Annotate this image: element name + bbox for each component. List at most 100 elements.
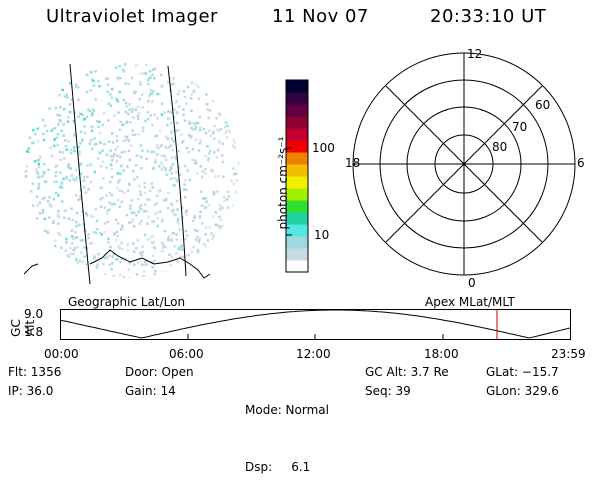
sequence-number: Seq: 39 (365, 384, 411, 398)
emission-pixel (34, 133, 37, 136)
emission-pixel (151, 89, 155, 93)
emission-pixel (116, 172, 120, 175)
emission-pixel (184, 164, 187, 168)
emission-pixel (83, 131, 87, 135)
emission-pixel (199, 126, 202, 130)
emission-pixel (179, 245, 182, 249)
emission-pixel (139, 190, 142, 193)
emission-pixel (98, 84, 101, 88)
emission-pixel (80, 251, 83, 254)
emission-pixel (186, 85, 190, 89)
emission-pixel (171, 210, 175, 214)
emission-pixel (190, 126, 193, 130)
emission-pixel (147, 99, 150, 103)
emission-pixel (116, 234, 119, 238)
emission-pixel (119, 228, 123, 231)
emission-pixel (184, 196, 187, 199)
colorbar-band (286, 104, 308, 117)
emission-pixel (57, 194, 60, 197)
emission-pixel (110, 167, 113, 171)
emission-pixel (152, 266, 156, 269)
emission-pixel (147, 77, 151, 80)
emission-pixel (52, 219, 55, 223)
emission-pixel (137, 197, 140, 201)
emission-pixel (192, 245, 195, 249)
emission-pixel (166, 137, 170, 141)
emission-pixel (111, 87, 114, 91)
emission-pixel (217, 148, 220, 152)
info-col-5: GLat: −15.7 GLon: 329.6 (486, 363, 559, 401)
timeline-xticks (187, 334, 444, 339)
emission-pixel (133, 91, 136, 95)
emission-pixel (184, 237, 187, 241)
emission-pixel (175, 158, 178, 161)
emission-pixel (50, 205, 53, 208)
emission-pixel (180, 133, 183, 136)
emission-pixel (103, 273, 107, 277)
emission-pixel (46, 231, 50, 234)
emission-pixel (170, 137, 174, 140)
emission-pixel (153, 273, 157, 276)
emission-pixel (189, 136, 192, 139)
emission-pixel (141, 245, 144, 248)
mode-value: Mode: Normal (245, 403, 329, 417)
xtick-1800: 18:00 (424, 347, 459, 361)
emission-pixel (109, 93, 112, 96)
emission-pixel (103, 256, 107, 260)
emission-pixel (196, 172, 199, 175)
emission-pixel (164, 245, 167, 249)
colorbar-frame (285, 79, 309, 273)
emission-pixel (90, 129, 94, 133)
emission-pixel (194, 159, 197, 162)
emission-pixel (154, 134, 157, 138)
emission-pixel (69, 247, 72, 250)
emission-pixel (132, 211, 136, 215)
emission-pixel (101, 123, 104, 127)
emission-pixel (61, 186, 64, 189)
emission-pixel (174, 101, 178, 104)
emission-pixel (62, 123, 65, 126)
emission-pixel (193, 228, 197, 232)
polar-mlat-mlt-plot (352, 52, 576, 276)
emission-pixel (83, 255, 86, 259)
emission-pixel (203, 243, 206, 246)
emission-pixel (91, 147, 94, 151)
emission-pixel (141, 106, 144, 109)
emission-pixel (126, 243, 130, 246)
emission-pixel (198, 215, 202, 218)
emission-pixel (179, 255, 182, 258)
emission-pixel (115, 218, 118, 222)
emission-pixel (77, 198, 80, 202)
emission-pixel (94, 208, 97, 211)
emission-pixel (53, 138, 56, 141)
emission-pixel (128, 204, 132, 208)
emission-pixel (37, 165, 41, 169)
emission-pixel (114, 148, 117, 151)
emission-pixel (112, 274, 115, 278)
emission-pixel (82, 223, 85, 226)
emission-pixel (56, 113, 59, 117)
emission-pixel (144, 72, 147, 75)
emission-pixel (184, 179, 187, 182)
emission-pixel (36, 159, 39, 162)
timeline-ytick-top: 9.0 (24, 307, 44, 321)
emission-pixel (128, 158, 132, 162)
meridian-line-right (167, 65, 187, 277)
emission-pixel (194, 138, 198, 141)
emission-pixel (146, 79, 150, 82)
emission-pixel (132, 170, 135, 173)
emission-pixel (151, 235, 154, 238)
emission-pixel (99, 141, 103, 145)
time-label: 20:33:10 UT (430, 6, 547, 27)
emission-pixel (163, 271, 167, 274)
emission-pixel (204, 197, 208, 200)
emission-pixel (107, 241, 110, 244)
emission-pixel (191, 148, 195, 151)
emission-pixel (197, 149, 201, 152)
emission-pixel (169, 167, 173, 170)
colorbar-gradient (286, 80, 308, 273)
geo-longitude: GLon: 329.6 (486, 384, 559, 398)
emission-pixel (119, 77, 122, 80)
emission-pixel (74, 231, 77, 234)
emission-pixel (140, 219, 143, 223)
